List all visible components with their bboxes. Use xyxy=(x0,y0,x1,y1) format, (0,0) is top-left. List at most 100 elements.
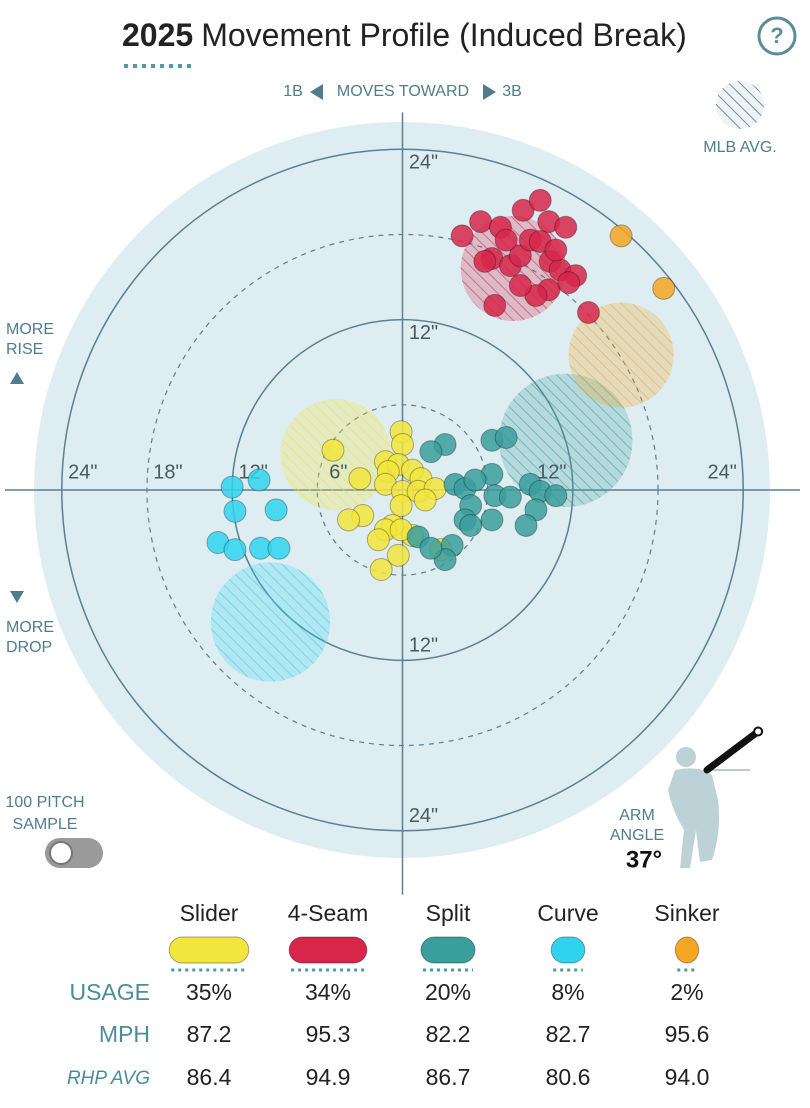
arm-end xyxy=(753,726,764,737)
direction-middle: MOVES TOWARD xyxy=(337,83,469,100)
chart-title: 2025 Movement Profile (Induced Break) xyxy=(122,17,687,53)
year: 2025 xyxy=(122,17,193,53)
usage-swatch xyxy=(168,936,250,964)
pitch-point xyxy=(459,514,483,537)
mlb-avg-label: MLB AVG. xyxy=(703,139,777,156)
usage-swatch xyxy=(674,936,700,964)
x-tick-label: 6" xyxy=(329,461,347,483)
pitch-point xyxy=(386,543,410,567)
usage-swatch xyxy=(420,936,476,964)
pitch-point xyxy=(413,488,437,512)
rise-label: RISE xyxy=(6,341,43,358)
pitch-point xyxy=(469,210,493,234)
direction-left: 1B xyxy=(283,83,303,100)
drop-label: DROP xyxy=(6,639,52,656)
y-tick-label: 24" xyxy=(409,151,438,173)
title: Movement Profile (Induced Break) xyxy=(201,17,687,53)
pitch-point xyxy=(511,198,535,222)
table-cell: 94.0 xyxy=(665,1064,710,1090)
arm-label: ARM xyxy=(619,807,655,824)
arm-line xyxy=(703,727,762,774)
y-tick-label: 24" xyxy=(409,805,438,827)
row-label: MPH xyxy=(99,1021,150,1047)
pitch-point xyxy=(264,498,288,522)
sample-label: SAMPLE xyxy=(13,816,78,833)
usage-swatch xyxy=(550,936,586,964)
sample-label: 100 PITCH xyxy=(5,794,84,811)
pitch-point xyxy=(337,508,361,532)
pitch-point xyxy=(498,485,522,509)
arm-angle-value: 37° xyxy=(626,846,662,873)
plot: 24"18"12"6"12"24"24"12"12"24" xyxy=(5,112,800,895)
mlb-avg-swatch-hatch xyxy=(716,81,764,129)
arrow-right xyxy=(483,84,496,100)
direction-right: 3B xyxy=(502,83,522,100)
table-cell: 82.7 xyxy=(546,1021,591,1047)
table-cell: 95.6 xyxy=(665,1021,710,1047)
toggle-knob[interactable] xyxy=(49,841,73,865)
pitcher-silhouette xyxy=(668,747,720,868)
pitch-point xyxy=(544,484,568,508)
legend: USAGE MPH RHP AVG Slider 35% 87.2 86.4 4-Seam 34… xyxy=(67,900,720,1090)
arm-label: ANGLE xyxy=(610,827,664,844)
pitch-point xyxy=(494,425,518,449)
pitch-point xyxy=(557,271,581,295)
table-cell: 2% xyxy=(670,979,703,1005)
y-tick-label: 12" xyxy=(409,635,438,657)
pitch-point xyxy=(366,528,390,552)
pitch-point xyxy=(391,433,414,457)
pitch-point xyxy=(480,508,504,532)
pitch-point xyxy=(419,440,443,464)
pitch-point xyxy=(473,249,497,273)
legend-name: 4-Seam xyxy=(288,900,369,926)
pitch-point xyxy=(528,188,552,212)
table-cell: 8% xyxy=(551,979,584,1005)
mlb-avg-hatch xyxy=(568,302,674,408)
arrow-up xyxy=(10,372,24,384)
table-cell: 80.6 xyxy=(546,1064,591,1090)
pitch-point xyxy=(652,276,676,300)
table-cell: 86.4 xyxy=(187,1064,232,1090)
pitch-point xyxy=(554,215,578,239)
pitch-point xyxy=(321,438,345,462)
legend-name: Split xyxy=(426,900,471,926)
drop-label: MORE xyxy=(6,619,54,636)
arrow-left xyxy=(310,84,323,100)
table-cell: 86.7 xyxy=(426,1064,471,1090)
pitch-point xyxy=(463,468,487,492)
row-label: RHP AVG xyxy=(67,1068,150,1089)
pitch-point xyxy=(450,224,474,248)
row-label: USAGE xyxy=(69,979,150,1005)
arm-angle xyxy=(703,726,764,774)
help-icon[interactable]: ? xyxy=(770,23,783,48)
pitch-point xyxy=(247,468,271,492)
table-cell: 94.9 xyxy=(306,1064,351,1090)
help-button[interactable] xyxy=(757,16,797,56)
legend-name: Sinker xyxy=(654,900,720,926)
pitch-point xyxy=(223,499,247,523)
pitch-point xyxy=(348,467,372,491)
x-tick-label: 12" xyxy=(537,461,566,483)
y-tick-label: 12" xyxy=(409,322,438,344)
pitch-point xyxy=(369,558,393,582)
rise-label: MORE xyxy=(6,321,54,338)
x-tick-label: 24" xyxy=(708,461,737,483)
pitch-point xyxy=(267,536,291,560)
legend-name: Slider xyxy=(180,900,239,926)
pitch-point xyxy=(514,514,538,537)
table-cell: 20% xyxy=(425,979,471,1005)
pitch-point xyxy=(508,274,532,298)
pitch-point xyxy=(223,538,247,562)
pitch-point xyxy=(609,224,633,248)
pitch-point xyxy=(494,228,518,252)
usage-swatch xyxy=(288,936,368,964)
legend-name: Curve xyxy=(537,900,598,926)
x-tick-label: 18" xyxy=(153,461,182,483)
pitch-point xyxy=(544,238,568,262)
mlb-avg-hatch xyxy=(210,562,331,682)
table-cell: 35% xyxy=(186,979,232,1005)
x-tick-label: 24" xyxy=(68,461,97,483)
pitch-point xyxy=(483,293,507,317)
pitch-point xyxy=(389,494,413,518)
